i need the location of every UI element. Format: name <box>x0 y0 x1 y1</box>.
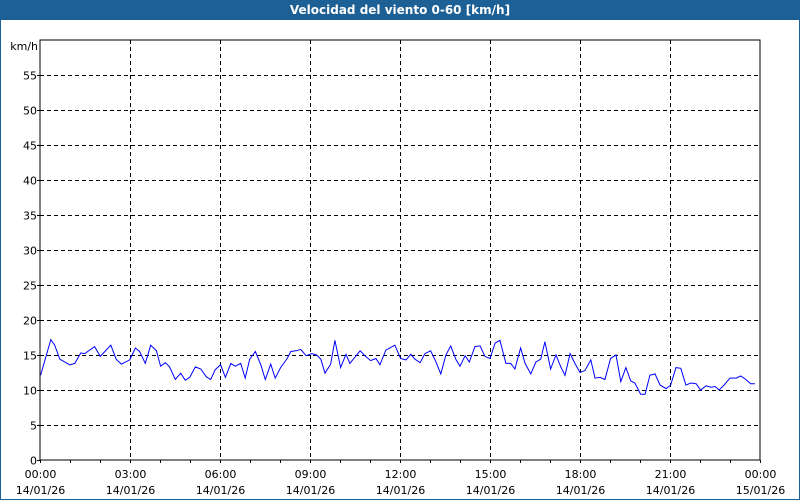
grid <box>37 40 761 463</box>
x-tick-date-label: 14/01/26 <box>286 484 335 497</box>
x-tick-date-label: 14/01/26 <box>646 484 695 497</box>
x-tick-time-label: 00:00 <box>745 468 777 481</box>
x-tick-time-label: 21:00 <box>655 468 687 481</box>
y-tick-label: 30 <box>23 245 37 258</box>
y-tick-label: 5 <box>30 420 37 433</box>
y-tick-labels: 0 5 10 15 20 25 30 35 40 45 50 55 <box>23 70 37 468</box>
y-tick-label: 25 <box>23 280 37 293</box>
x-tick-date-label: 15/01/26 <box>736 484 785 497</box>
x-tick-date-label: 14/01/26 <box>556 484 605 497</box>
y-tick-label: 10 <box>23 385 37 398</box>
y-tick-label: 40 <box>23 175 37 188</box>
x-tick-time-label: 00:00 <box>25 468 57 481</box>
x-tick-time-label: 03:00 <box>115 468 147 481</box>
x-tick-date-label: 14/01/26 <box>16 484 65 497</box>
x-tick-date-label: 14/01/26 <box>466 484 515 497</box>
y-tick-label: 0 <box>30 455 37 468</box>
x-tick-time-label: 18:00 <box>565 468 597 481</box>
chart-title: Velocidad del viento 0-60 [km/h] <box>0 0 800 20</box>
x-tick-labels: 00:00 14/01/26 03:00 14/01/26 06:00 14/01/26 0… <box>16 468 785 497</box>
y-tick-label: 45 <box>23 140 37 153</box>
x-tick-time-label: 09:00 <box>295 468 327 481</box>
y-tick-label: 55 <box>23 70 37 83</box>
y-tick-label: 35 <box>23 210 37 223</box>
y-tick-label: 20 <box>23 315 37 328</box>
x-tick-date-label: 14/01/26 <box>376 484 425 497</box>
x-tick-time-label: 15:00 <box>475 468 507 481</box>
wind-speed-line <box>40 338 755 395</box>
series-group <box>40 338 755 395</box>
x-tick-time-label: 12:00 <box>385 468 417 481</box>
x-tick-time-label: 06:00 <box>205 468 237 481</box>
y-tick-label: 50 <box>23 105 37 118</box>
y-axis-label: km/h <box>10 40 38 53</box>
plot-area-border <box>39 39 761 461</box>
y-tick-label: 15 <box>23 350 37 363</box>
x-tick-date-label: 14/01/26 <box>196 484 245 497</box>
x-tick-date-label: 14/01/26 <box>106 484 155 497</box>
